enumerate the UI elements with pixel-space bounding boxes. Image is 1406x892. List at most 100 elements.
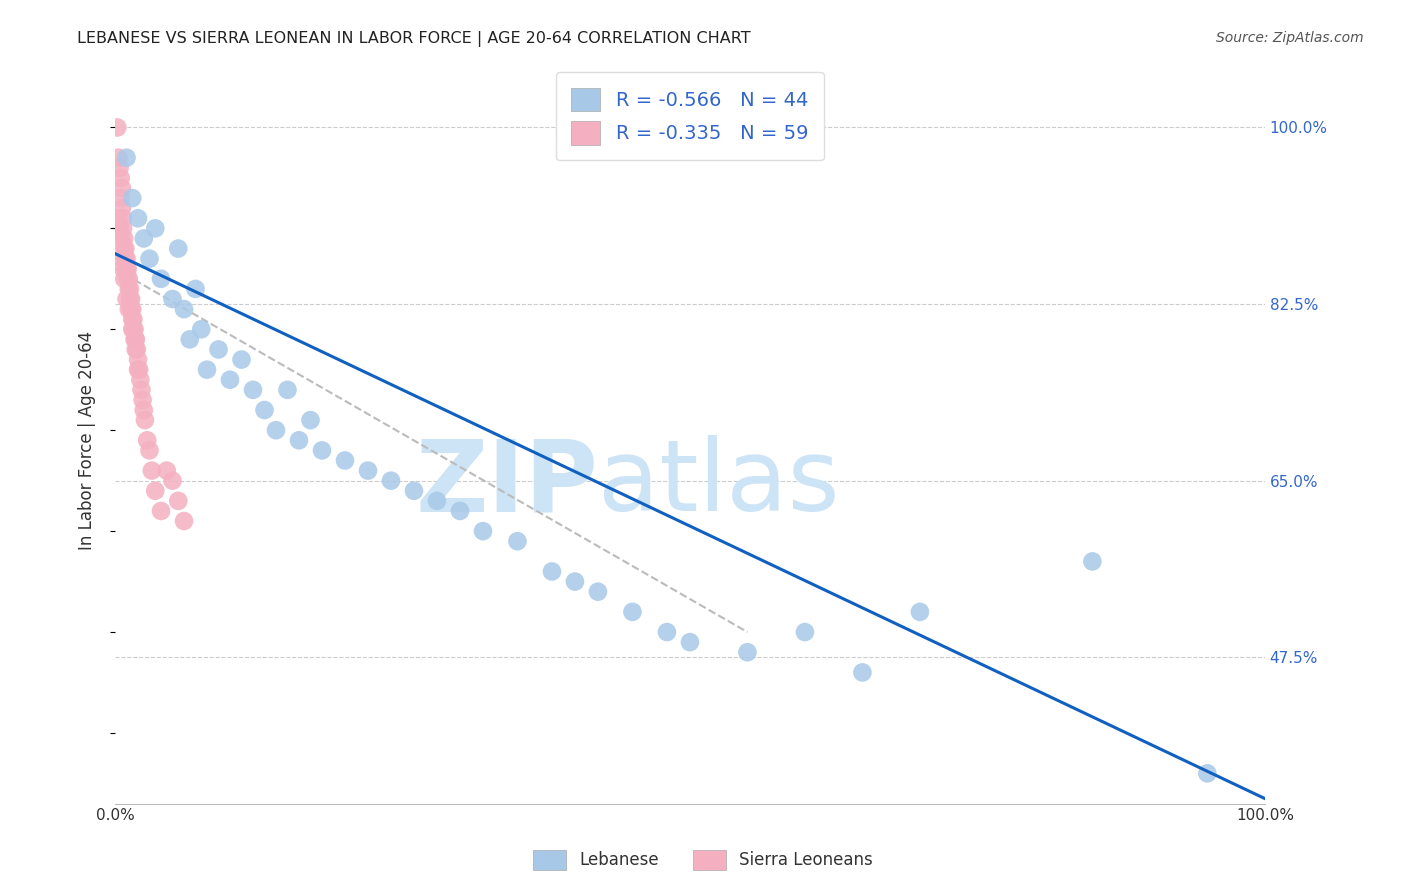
- Point: [264, 423, 287, 437]
- Point: [219, 373, 242, 387]
- Point: [121, 322, 143, 336]
- Point: [134, 413, 156, 427]
- Point: [242, 383, 264, 397]
- Point: [1197, 766, 1219, 780]
- Point: [333, 453, 356, 467]
- Point: [167, 242, 190, 256]
- Point: [125, 332, 148, 346]
- Point: [118, 282, 141, 296]
- Point: [143, 221, 166, 235]
- Text: atlas: atlas: [598, 435, 839, 533]
- Point: [851, 665, 873, 680]
- Point: [108, 221, 131, 235]
- Point: [173, 514, 195, 528]
- Point: [120, 302, 142, 317]
- Point: [120, 292, 142, 306]
- Point: [122, 312, 145, 326]
- Point: [118, 302, 141, 317]
- Point: [129, 373, 152, 387]
- Point: [110, 231, 132, 245]
- Point: [737, 645, 759, 659]
- Point: [141, 464, 163, 478]
- Text: ZIP: ZIP: [415, 435, 598, 533]
- Point: [115, 292, 138, 306]
- Point: [125, 332, 148, 346]
- Legend: R = -0.566   N = 44, R = -0.335   N = 59: R = -0.566 N = 44, R = -0.335 N = 59: [555, 72, 824, 161]
- Point: [311, 443, 333, 458]
- Point: [195, 362, 218, 376]
- Point: [472, 524, 495, 538]
- Point: [179, 332, 201, 346]
- Point: [173, 302, 195, 317]
- Point: [162, 292, 184, 306]
- Point: [112, 261, 135, 276]
- Point: [127, 352, 149, 367]
- Point: [541, 565, 564, 579]
- Point: [112, 211, 135, 226]
- Point: [124, 332, 146, 346]
- Point: [128, 362, 150, 376]
- Point: [132, 231, 155, 245]
- Point: [150, 272, 173, 286]
- Point: [115, 151, 138, 165]
- Point: [231, 352, 253, 367]
- Point: [125, 343, 148, 357]
- Point: [107, 151, 129, 165]
- Point: [125, 343, 148, 357]
- Point: [112, 242, 135, 256]
- Point: [655, 625, 678, 640]
- Point: [679, 635, 702, 649]
- Point: [402, 483, 425, 498]
- Point: [586, 584, 609, 599]
- Point: [162, 474, 184, 488]
- Point: [138, 252, 160, 266]
- Point: [184, 282, 207, 296]
- Point: [793, 625, 815, 640]
- Point: [114, 252, 136, 266]
- Point: [449, 504, 471, 518]
- Point: [115, 252, 138, 266]
- Point: [111, 252, 134, 266]
- Text: Source: ZipAtlas.com: Source: ZipAtlas.com: [1216, 31, 1364, 45]
- Point: [506, 534, 529, 549]
- Point: [121, 312, 143, 326]
- Point: [299, 413, 322, 427]
- Text: LEBANESE VS SIERRA LEONEAN IN LABOR FORCE | AGE 20-64 CORRELATION CHART: LEBANESE VS SIERRA LEONEAN IN LABOR FORC…: [77, 31, 751, 47]
- Point: [118, 282, 141, 296]
- Point: [426, 494, 449, 508]
- Point: [380, 474, 402, 488]
- Point: [122, 322, 145, 336]
- Point: [124, 322, 146, 336]
- Point: [110, 170, 132, 185]
- Point: [288, 434, 311, 448]
- Point: [114, 242, 136, 256]
- Point: [138, 443, 160, 458]
- Point: [115, 261, 138, 276]
- Point: [110, 191, 132, 205]
- Point: [108, 161, 131, 175]
- Point: [111, 181, 134, 195]
- Point: [112, 231, 135, 245]
- Y-axis label: In Labor Force | Age 20-64: In Labor Force | Age 20-64: [79, 331, 96, 549]
- Point: [118, 272, 141, 286]
- Point: [207, 343, 229, 357]
- Point: [621, 605, 644, 619]
- Point: [131, 383, 153, 397]
- Point: [131, 392, 153, 407]
- Point: [143, 483, 166, 498]
- Point: [117, 261, 139, 276]
- Point: [150, 504, 173, 518]
- Point: [253, 403, 276, 417]
- Legend: Lebanese, Sierra Leoneans: Lebanese, Sierra Leoneans: [526, 843, 880, 877]
- Point: [117, 272, 139, 286]
- Point: [111, 201, 134, 215]
- Point: [107, 211, 129, 226]
- Point: [112, 221, 135, 235]
- Point: [190, 322, 212, 336]
- Point: [121, 191, 143, 205]
- Point: [908, 605, 931, 619]
- Point: [1081, 554, 1104, 568]
- Point: [357, 464, 380, 478]
- Point: [121, 302, 143, 317]
- Point: [564, 574, 586, 589]
